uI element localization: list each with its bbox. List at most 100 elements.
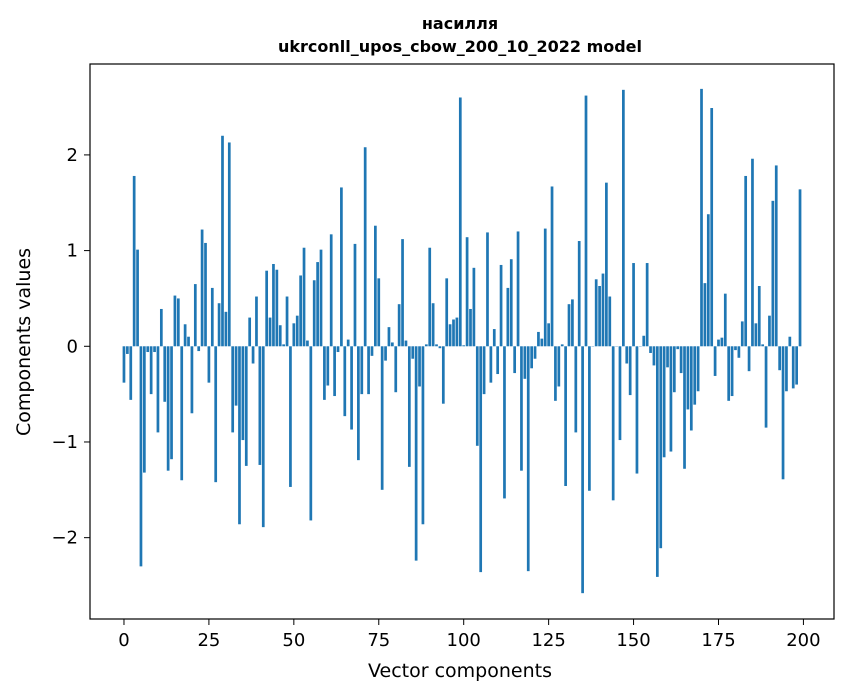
y-tick-label: 1 (67, 241, 78, 262)
bar (336, 346, 340, 353)
bar (659, 346, 663, 549)
bar (625, 346, 629, 364)
bar (251, 346, 255, 364)
bar (516, 231, 520, 347)
bar (306, 340, 309, 347)
bar (550, 186, 554, 347)
bar (438, 346, 442, 349)
bar (384, 346, 387, 361)
bar (635, 346, 639, 474)
bar (771, 200, 775, 347)
bar (472, 267, 476, 347)
bar (224, 311, 228, 347)
bar (214, 346, 218, 483)
bar (523, 346, 527, 379)
y-axis-label: Components values (13, 248, 35, 436)
bar (761, 344, 765, 347)
bar (394, 346, 398, 393)
bar (540, 338, 544, 347)
y-tick-label: −2 (51, 528, 78, 549)
bar (265, 270, 269, 347)
bar (370, 346, 374, 356)
bar (465, 237, 469, 347)
bar (492, 329, 496, 347)
bar (197, 346, 201, 352)
bar (441, 346, 445, 404)
bar (390, 342, 394, 347)
bar (363, 147, 367, 347)
bar (238, 346, 241, 525)
bar (333, 346, 336, 397)
bar (594, 279, 598, 347)
bar (564, 346, 567, 486)
bar (190, 346, 194, 414)
bar (424, 344, 428, 347)
bar (272, 263, 275, 347)
bar (278, 325, 282, 347)
bar (428, 247, 432, 347)
bar (543, 228, 547, 347)
x-axis-ticks: 0 25 50 75 100 125 150 175 200 (118, 619, 821, 651)
x-tick-label: 175 (701, 630, 735, 651)
bar (289, 346, 292, 487)
bars (122, 88, 802, 594)
bar (210, 287, 214, 347)
bar (350, 346, 353, 430)
bar (730, 346, 734, 397)
x-tick-label: 150 (616, 630, 650, 651)
bar (414, 346, 418, 561)
bar (672, 346, 676, 393)
bar (455, 317, 459, 347)
bar (170, 346, 173, 460)
bar (357, 346, 360, 461)
bar (744, 175, 748, 347)
bar (679, 346, 683, 374)
bar (207, 346, 211, 383)
bar (571, 299, 574, 347)
x-tick-label: 125 (531, 630, 565, 651)
bar (747, 346, 751, 372)
bar (255, 296, 258, 347)
bar (302, 247, 306, 347)
bar (622, 89, 625, 347)
bar (180, 346, 184, 481)
bar (261, 346, 265, 528)
bar (360, 346, 364, 395)
bar (785, 346, 788, 392)
bar (136, 249, 139, 347)
bar (686, 346, 690, 410)
bar (506, 287, 510, 347)
chart-title-line-1: насилля (422, 14, 498, 33)
y-tick-label: 0 (67, 336, 78, 357)
bar (282, 344, 286, 347)
bar (577, 241, 581, 347)
bar (652, 346, 656, 366)
bar (452, 319, 455, 347)
bar (618, 346, 622, 441)
y-axis-ticks: −2 −1 0 1 2 (51, 145, 90, 549)
bar (509, 259, 513, 347)
bar (662, 346, 666, 458)
bar (122, 346, 126, 383)
bar (380, 346, 384, 490)
bar (418, 346, 421, 387)
bar (407, 346, 411, 467)
bar (329, 234, 333, 347)
bar (367, 346, 370, 395)
bar (723, 293, 727, 347)
bar (696, 346, 700, 392)
bar (533, 346, 537, 359)
bar (676, 346, 680, 350)
bar (421, 346, 425, 525)
bar (377, 278, 381, 347)
bar (530, 346, 534, 369)
bar (187, 336, 190, 347)
bar (431, 303, 435, 347)
bar (244, 346, 248, 466)
bar (720, 337, 724, 347)
x-tick-label: 75 (367, 630, 390, 651)
chart-title-line-2: ukrconll_upos_cbow_200_10_2022 model (278, 37, 642, 56)
bar (689, 346, 693, 431)
bar (764, 346, 768, 428)
bar (788, 336, 792, 347)
